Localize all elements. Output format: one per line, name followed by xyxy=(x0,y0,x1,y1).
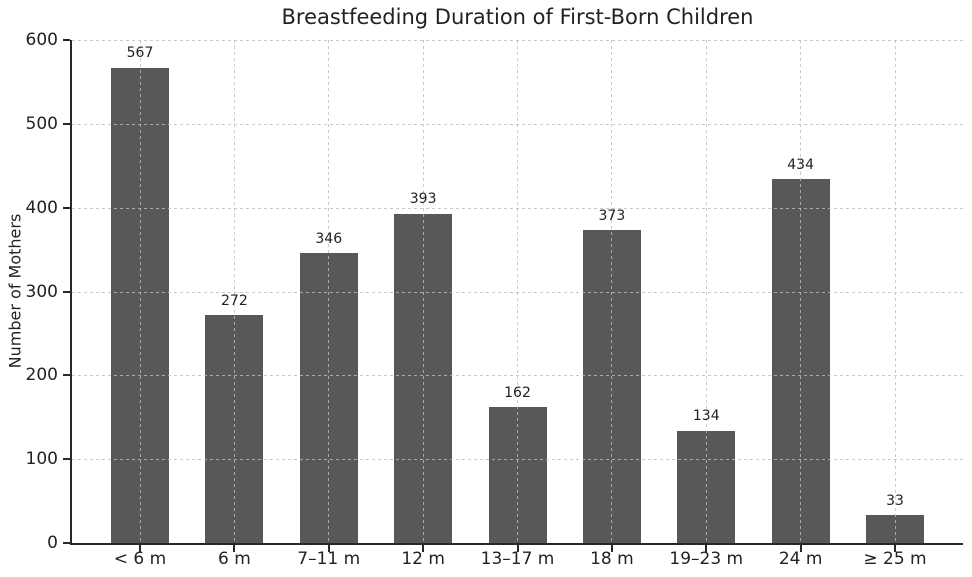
y-axis-tick xyxy=(63,542,70,544)
x-tick-label: ≥ 25 m xyxy=(863,549,927,569)
x-axis-tick xyxy=(139,545,141,552)
bar-value-label: 434 xyxy=(787,156,814,173)
bar-value-label: 567 xyxy=(126,45,154,62)
bar-value-label: 134 xyxy=(692,408,720,425)
bar xyxy=(677,430,736,543)
x-tick-label: 6 m xyxy=(217,549,251,569)
gridline-vertical xyxy=(894,40,896,543)
plot-area: 0 100 200 300 400 500 600 < 6 m 567 6 m 272 7–11 m 3… xyxy=(26,30,963,569)
y-axis-tick xyxy=(63,39,70,41)
chart-title: Breastfeeding Duration of First-Born Chi… xyxy=(281,5,754,29)
x-axis-tick xyxy=(705,545,708,552)
x-axis-tick xyxy=(327,545,330,552)
bar-value-label: 393 xyxy=(409,191,437,208)
y-axis-tick xyxy=(63,458,70,461)
x-tick-label: 12 m xyxy=(401,549,445,569)
bar xyxy=(205,314,264,543)
x-tick-label: 13–17 m xyxy=(480,549,555,569)
x-axis-tick xyxy=(516,545,519,552)
bar-value-label: 272 xyxy=(221,292,248,309)
bar xyxy=(111,67,169,543)
x-axis-tick xyxy=(422,545,425,552)
x-tick-label: 18 m xyxy=(590,549,634,569)
gridline-horizontal xyxy=(72,123,963,125)
bar-value-label: 346 xyxy=(315,230,343,247)
bar xyxy=(771,179,830,543)
bar xyxy=(299,252,358,543)
x-axis-tick xyxy=(799,545,802,552)
bar xyxy=(488,407,547,543)
bar xyxy=(582,230,641,543)
y-axis-tick xyxy=(63,122,70,125)
y-tick-label: 400 xyxy=(25,197,58,218)
y-tick-label: 600 xyxy=(25,30,58,50)
y-axis-tick xyxy=(63,374,70,377)
bar-value-label: 373 xyxy=(598,207,626,224)
bar xyxy=(866,515,924,543)
x-tick-label: < 6 m xyxy=(113,549,167,569)
x-tick-label: 24 m xyxy=(778,549,823,569)
y-tick-label: 500 xyxy=(25,113,58,134)
x-tick-label: 19–23 m xyxy=(669,549,744,569)
y-tick-label: 300 xyxy=(25,281,58,302)
x-axis-tick xyxy=(610,545,613,552)
bar xyxy=(394,213,453,543)
y-tick-label: 200 xyxy=(25,365,58,386)
x-axis-tick xyxy=(233,545,236,552)
y-tick-label: 0 xyxy=(47,533,58,553)
gridline-horizontal xyxy=(72,40,963,41)
x-axis-tick xyxy=(894,545,896,552)
bar-value-label: 162 xyxy=(504,384,531,401)
y-axis-tick xyxy=(63,206,70,209)
y-tick-label: 100 xyxy=(25,449,58,470)
x-tick-label: 7–11 m xyxy=(297,549,361,569)
bar-value-label: 33 xyxy=(886,492,904,509)
y-axis-tick xyxy=(63,290,70,293)
